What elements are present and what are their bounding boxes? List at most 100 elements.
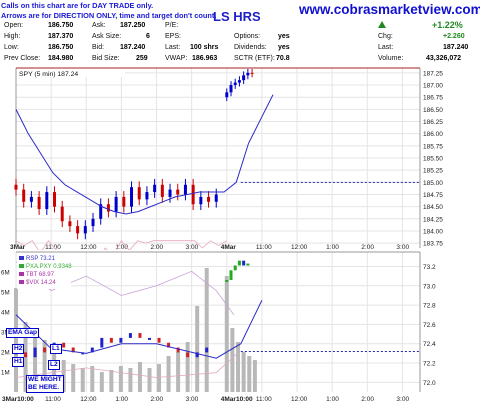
candle-body [237, 80, 241, 83]
dividends-label: Dividends: [234, 44, 267, 51]
indicator-x-tick-label: 12:00 [80, 396, 97, 403]
indicator-x-tick-label: 1:00 [326, 396, 339, 403]
candle-body [229, 85, 233, 93]
volume-bar [90, 366, 95, 392]
candle-body [153, 184, 157, 193]
rsp-candle [176, 347, 180, 353]
rsp-candle [119, 337, 123, 343]
annotation-h2: H2 [12, 344, 25, 354]
rsp-candle [147, 337, 151, 340]
candle-body [207, 196, 211, 202]
price-y-tick-label: 187.25 [423, 70, 443, 77]
candle-body [99, 204, 103, 219]
price-legend-background [17, 69, 125, 77]
indicator-legend-label: $VIX 14.24 [26, 280, 56, 286]
candle-body [14, 184, 18, 190]
rsp-candle [109, 337, 113, 343]
indicator-x-tick-label: 2:00 [361, 396, 374, 403]
rsp-candle [24, 352, 28, 358]
sctr-label: SCTR (ETF): [234, 55, 275, 62]
price-y-tick-label: 185.50 [423, 156, 443, 163]
indicator-x-tick-label: 11:00 [256, 396, 272, 403]
disclaimer-notice: Calls on this chart are for DAY TRADE on… [1, 1, 217, 21]
indicator-x-tick-label: 4Mar10:00 [221, 396, 253, 403]
rsp-candle [43, 347, 47, 353]
lower-bollinger-band [15, 239, 227, 250]
rsp-candle [71, 347, 75, 353]
price-y-tick-label: 187.00 [423, 83, 443, 90]
eps-label: EPS: [165, 33, 181, 40]
volume-label: Volume: [378, 55, 404, 62]
price-y-tick-label: 186.50 [423, 107, 443, 114]
price-x-tick-label: 12:00 [291, 244, 308, 250]
open-label: Open: [4, 22, 24, 29]
bid-size-value: 259 [136, 55, 148, 62]
candle-body [199, 196, 203, 205]
indicator-y-tick-label: 72.8 [423, 303, 436, 310]
high-label: High: [4, 33, 21, 40]
indicator-x-tick-label: 3:00 [396, 396, 409, 403]
rsp-candle [195, 352, 199, 358]
annotation-ema-gap: EMA Gap [6, 328, 40, 338]
volume-bar [99, 372, 104, 392]
volume-bar [80, 368, 85, 392]
indicator-y-tick-label: 72.6 [423, 322, 436, 329]
price-y-tick-label: 184.50 [423, 204, 443, 211]
legend-swatch [19, 264, 24, 268]
vwap-value: 186.963 [192, 55, 218, 62]
price-x-tick-label: 4Mar [221, 244, 237, 250]
dividends-value: yes [278, 44, 290, 51]
quote-header: Calls on this chart are for DAY TRADE on… [0, 0, 480, 70]
options-value: yes [278, 33, 290, 40]
volume-axis-tick-label: 1M [1, 370, 10, 377]
bid-label: Bid: [92, 44, 105, 51]
volume-bar [166, 356, 171, 392]
indicator-legend-background [17, 253, 71, 289]
indicator-x-tick-label: 2:00 [151, 396, 164, 403]
rsp-candle [186, 352, 190, 358]
low-value: 186.750 [48, 44, 74, 51]
indicator-y-tick-label: 73.2 [423, 264, 436, 271]
site-url-link[interactable]: www.cobrasmarketview.com [299, 2, 480, 17]
candle-body [37, 196, 41, 210]
volume-bar [252, 360, 257, 392]
price-legend-label: SPY (5 min) 187.24 [19, 71, 78, 78]
volume-bar [176, 352, 181, 392]
rsp-candle [233, 265, 237, 271]
candle-body [246, 72, 250, 76]
legend-swatch [19, 272, 24, 276]
ask-value: 187.250 [120, 22, 146, 29]
annotation-l2: L2 [48, 360, 60, 370]
volume-bar [247, 356, 252, 392]
price-y-tick-label: 184.75 [423, 192, 443, 199]
legend-swatch [19, 256, 24, 260]
disclaimer-line-1: Calls on this chart are for DAY TRADE on… [1, 1, 217, 11]
indicator-legend-label: RSP 73.21 [26, 256, 56, 262]
candle-body [76, 226, 80, 234]
ask-size-label: Ask Size: [92, 33, 122, 40]
candle-body [168, 189, 172, 197]
volume-bar [42, 340, 47, 392]
quote-table: Open: 186.750 High: 187.370 Low: 186.750… [0, 19, 480, 68]
candle-body [60, 206, 64, 222]
chg-label: Chg: [378, 33, 393, 40]
candle-body [68, 221, 72, 227]
volume-bar [241, 352, 246, 392]
candle-body [160, 184, 164, 197]
volume-bar [109, 370, 114, 392]
bid-size-label: Bid Size: [92, 55, 120, 62]
volume-bar [52, 348, 57, 392]
price-y-tick-label: 184.00 [423, 228, 443, 235]
last-value: 187.240 [443, 44, 469, 51]
candle-body [22, 189, 26, 202]
volume-bar [185, 342, 190, 392]
up-arrow-icon [378, 21, 386, 28]
last-size-value: 100 shrs [190, 44, 219, 51]
volume-bar [137, 362, 142, 392]
ask-size-value: 6 [146, 33, 150, 40]
pct-change-value: +1.22% [432, 20, 463, 30]
ticker-symbol: LS HRS [213, 9, 261, 24]
candle-body [130, 187, 134, 207]
candle-body [225, 92, 229, 98]
candle-body [183, 184, 187, 195]
